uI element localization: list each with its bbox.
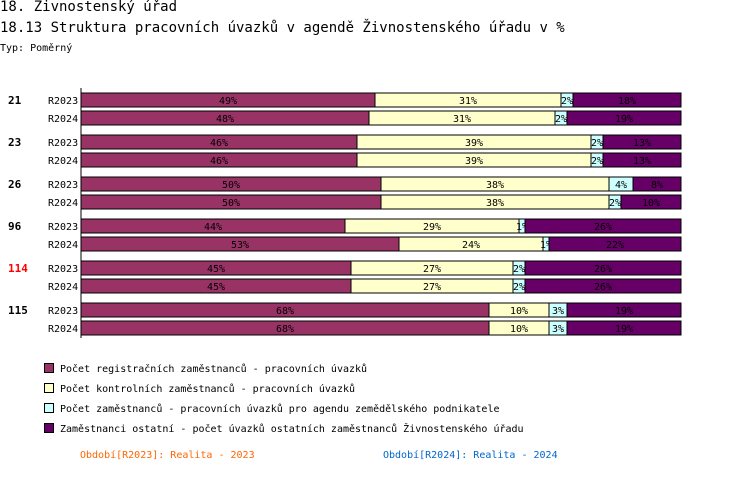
bar-value-label: 13% [633, 156, 651, 167]
bar-segment [602, 134, 682, 150]
bar-value-label: 2% [609, 198, 621, 209]
bar-value-label: 18% [618, 96, 636, 107]
legend-swatch [44, 383, 54, 393]
legend-label: Počet zaměstnanců - pracovních úvazků pr… [60, 404, 500, 415]
group-label: 96 [8, 220, 22, 233]
bar-segment [524, 260, 682, 276]
bar-value-label: 2% [555, 114, 567, 125]
row-label: R2023 [48, 96, 78, 107]
bar-value-label: 2% [561, 96, 573, 107]
group-label: 21 [8, 94, 22, 107]
chart-type-label: Typ: Poměrný [0, 43, 73, 54]
row-label: R2024 [48, 324, 78, 335]
group-label: 114 [8, 262, 28, 275]
legend-item-kontrolni: Počet kontrolních zaměstnanců - pracovní… [44, 383, 356, 396]
row-label: R2023 [48, 138, 78, 149]
bar-value-label: 13% [633, 138, 651, 149]
bar-value-label: 3% [552, 306, 564, 317]
bar-value-label: 10% [642, 198, 660, 209]
bar-segment [524, 218, 682, 234]
bar-value-label: 68% [276, 306, 294, 317]
bar-value-label: 26% [594, 282, 612, 293]
bar-value-label: 26% [594, 264, 612, 275]
bar-value-label: 49% [219, 96, 237, 107]
bar-value-label: 10% [510, 324, 528, 335]
legend-item-registracni: Počet registračních zaměstnanců - pracov… [44, 363, 368, 376]
bar-segment [632, 176, 682, 192]
bar-value-label: 31% [459, 96, 477, 107]
bar-value-label: 22% [606, 240, 624, 251]
legend-label: Počet registračních zaměstnanců - pracov… [60, 364, 368, 375]
bar-value-label: 19% [615, 324, 633, 335]
bar-value-label: 4% [615, 180, 627, 191]
bar-segment [566, 320, 682, 336]
bar-value-label: 26% [594, 222, 612, 233]
bar-value-label: 8% [651, 180, 663, 191]
bar-value-label: 31% [453, 114, 471, 125]
group-label: 23 [8, 136, 21, 149]
bar-value-label: 39% [465, 138, 483, 149]
chart-title: 18.13 Struktura pracovních úvazků v agen… [0, 20, 565, 36]
bar-value-label: 2% [513, 264, 525, 275]
row-label: R2024 [48, 198, 78, 209]
group-label: 115 [8, 304, 28, 317]
bar-value-label: 48% [216, 114, 234, 125]
bar-value-label: 45% [207, 264, 225, 275]
bar-segment [602, 152, 682, 168]
bar-value-label: 1% [516, 222, 528, 233]
bar-value-label: 19% [615, 306, 633, 317]
bar-value-label: 46% [210, 156, 228, 167]
bar-value-label: 38% [486, 180, 504, 191]
bar-value-label: 1% [540, 240, 552, 251]
row-label: R2023 [48, 264, 78, 275]
row-label: R2023 [48, 222, 78, 233]
bar-segment [620, 194, 682, 210]
bar-segment [572, 92, 682, 108]
bar-value-label: 27% [423, 282, 441, 293]
period-legend-2023: Období[R2023]: Realita - 2023 [80, 450, 255, 461]
row-label: R2024 [48, 240, 78, 251]
bar-value-label: 50% [222, 180, 240, 191]
stacked-bar-chart: 21 R2023 49% 31% 2% 18% R2024 48% 31% 2% 19% 23 R202… [8, 88, 682, 338]
bar-value-label: 53% [231, 240, 249, 251]
period-legend-2024: Období[R2024]: Realita - 2024 [383, 450, 558, 461]
row-label: R2024 [48, 156, 78, 167]
group-label: 26 [8, 178, 22, 191]
legend-item-zemedelsky: Počet zaměstnanců - pracovních úvazků pr… [44, 403, 500, 416]
bar-value-label: 29% [423, 222, 441, 233]
legend-label: Zaměstnanci ostatní - počet úvazků ostat… [60, 424, 524, 435]
row-label: R2023 [48, 306, 78, 317]
bar-value-label: 2% [591, 156, 603, 167]
chapter-title: 18. Živnostenský úřad [0, 0, 178, 15]
bar-value-label: 19% [615, 114, 633, 125]
bar-segment [548, 236, 682, 252]
bar-value-label: 3% [552, 324, 564, 335]
bar-value-label: 44% [204, 222, 222, 233]
bar-value-label: 45% [207, 282, 225, 293]
legend-swatch [44, 423, 54, 433]
bar-value-label: 27% [423, 264, 441, 275]
row-label: R2024 [48, 114, 78, 125]
bar-value-label: 68% [276, 324, 294, 335]
bar-value-label: 46% [210, 138, 228, 149]
bar-value-label: 50% [222, 198, 240, 209]
bar-value-label: 2% [513, 282, 525, 293]
legend-swatch [44, 363, 54, 373]
bar-value-label: 10% [510, 306, 528, 317]
legend-item-ostatni: Zaměstnanci ostatní - počet úvazků ostat… [44, 423, 524, 436]
bar-segment [524, 278, 682, 294]
row-label: R2024 [48, 282, 78, 293]
bar-value-label: 24% [462, 240, 480, 251]
row-label: R2023 [48, 180, 78, 191]
bar-value-label: 39% [465, 156, 483, 167]
legend-swatch [44, 403, 54, 413]
bar-value-label: 38% [486, 198, 504, 209]
bar-value-label: 2% [591, 138, 603, 149]
bar-segment [566, 110, 682, 126]
legend-label: Počet kontrolních zaměstnanců - pracovní… [60, 384, 356, 395]
bar-segment [566, 302, 682, 318]
